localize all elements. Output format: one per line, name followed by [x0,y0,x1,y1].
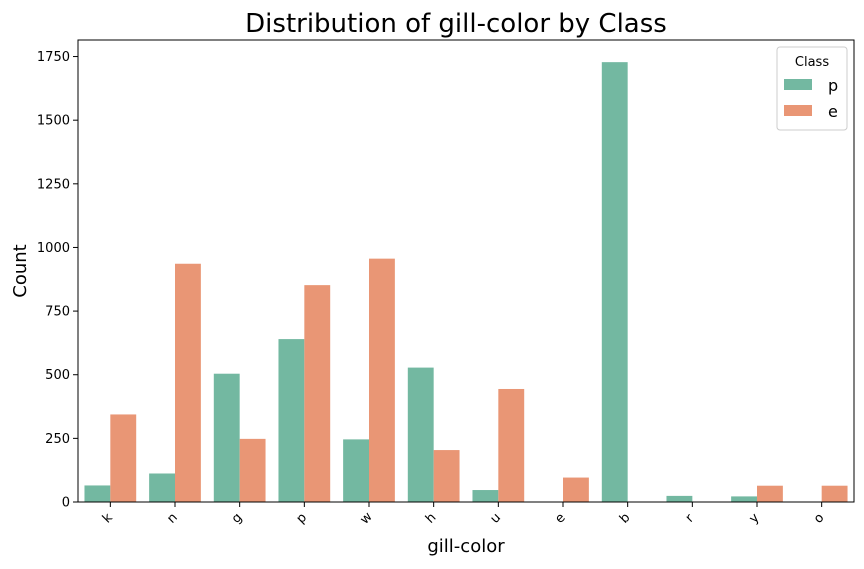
y-tick-label: 1250 [37,177,70,192]
y-tick-label: 750 [45,305,70,320]
bar-e-y [757,485,783,502]
x-tick-label: p [294,510,310,526]
y-tick-label: 1500 [37,114,70,129]
bar-p-y [731,496,757,502]
y-tick-label: 1750 [37,50,70,65]
x-tick-label: u [488,510,504,526]
bar-e-w [369,258,395,502]
bar-e-g [239,438,266,502]
x-axis-label: gill-color [427,536,505,557]
legend-label-e: e [828,102,838,121]
legend-swatch-p [784,79,812,90]
bar-p-g [213,373,240,502]
bar-e-e [563,477,589,502]
y-tick-label: 0 [62,496,70,511]
x-tick-label: g [229,510,245,526]
y-axis: 0 250 500 750 1000 1250 1500 1750 [37,50,78,511]
bar-e-o [821,485,848,502]
x-tick-label: b [617,510,633,526]
x-tick-label: w [357,509,375,527]
legend-swatch-e [784,105,812,116]
y-tick-label: 500 [45,368,70,383]
bar-e-p [304,285,331,502]
bar-p-w [343,439,369,502]
bar-e-k [110,414,137,502]
plot-frame [77,39,855,503]
plot-area [77,39,855,503]
bar-p-b [601,62,628,503]
x-tick-label: k [100,510,116,526]
y-tick-label: 1000 [37,241,70,256]
bar-e-h [433,450,460,502]
x-tick-label: o [811,510,827,526]
y-tick-label: 250 [45,432,70,447]
x-tick-label: h [423,510,439,526]
y-axis-label: Count [10,244,31,297]
bar-p-u [472,490,499,502]
x-tick-label: n [164,510,180,526]
bar-p-r [666,495,693,502]
legend-label-p: p [828,76,838,95]
bar-e-n [175,263,201,502]
bar-p-n [149,473,175,502]
bar-p-p [278,339,305,502]
bar-p-h [407,367,434,502]
bar-e-u [498,388,525,502]
legend: Class p e [776,46,848,131]
bar-p-k [84,485,111,502]
x-tick-label: r [683,511,698,526]
legend-title: Class [795,55,829,70]
x-tick-label: y [746,510,762,526]
x-tick-label: e [552,510,568,526]
bars [84,62,848,503]
chart-title: Distribution of gill-color by Class [245,9,667,39]
